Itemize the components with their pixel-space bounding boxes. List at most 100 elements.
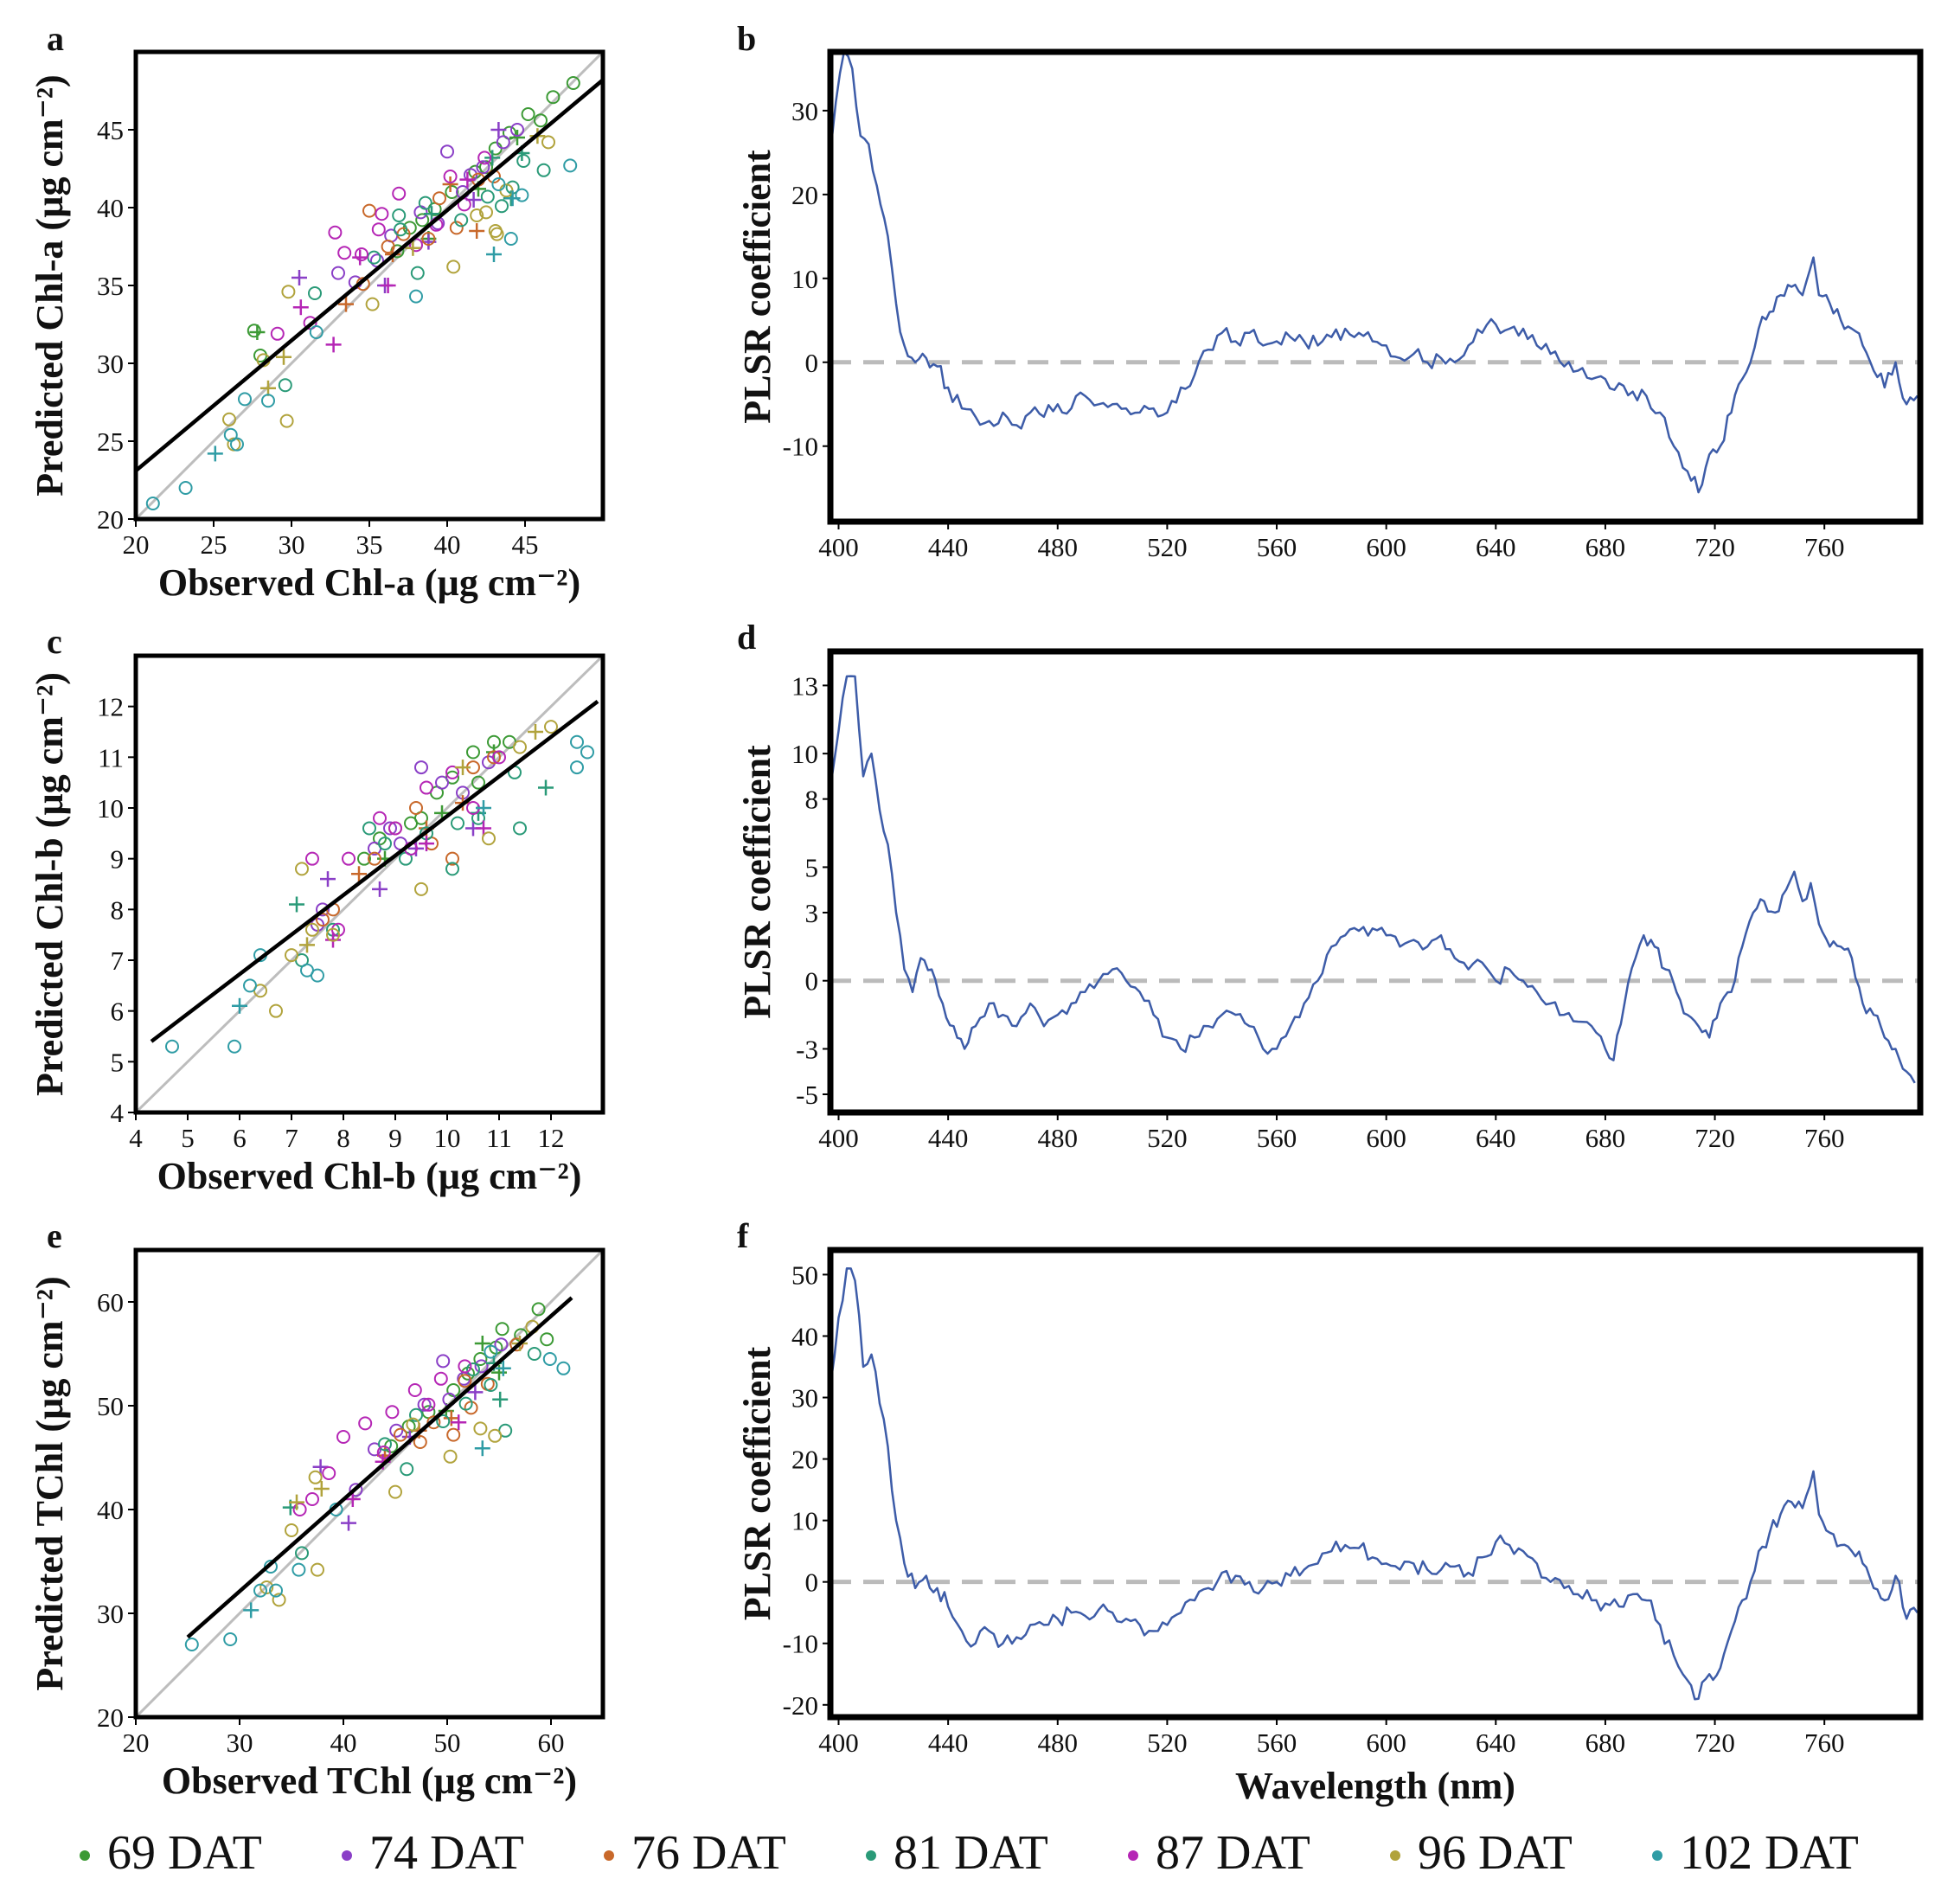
one-to-one-line (136, 656, 603, 1112)
data-point (392, 186, 407, 201)
data-point-plus (372, 881, 388, 897)
y-axis-title: Predicted TChl (µg cm⁻²) (29, 1276, 71, 1690)
data-point (409, 238, 423, 253)
data-point-plus (289, 896, 304, 913)
data-point-plus (276, 349, 291, 365)
legend-dot-icon (1652, 1850, 1662, 1861)
data-point (295, 1546, 309, 1561)
data-point-plus (320, 871, 336, 888)
x-tick-label: 600 (1366, 532, 1406, 562)
data-point (470, 208, 484, 222)
data-point (466, 745, 480, 760)
data-point (513, 740, 527, 754)
y-tick-label: 40 (97, 193, 124, 223)
y-tick-label: 40 (791, 1321, 818, 1351)
data-point (495, 1322, 509, 1337)
x-tick-label: 400 (818, 1728, 859, 1758)
x-tick-label: 720 (1694, 1728, 1735, 1758)
data-point (521, 107, 535, 121)
legend-entry-74-dat: 74 DAT (342, 1826, 524, 1880)
y-tick-label: 13 (791, 670, 818, 701)
data-point (281, 285, 296, 299)
y-tick-label: 25 (97, 426, 124, 457)
data-point-plus (476, 820, 491, 837)
legend-label: 81 DAT (894, 1826, 1048, 1880)
data-point (515, 188, 529, 202)
x-tick-label: 680 (1585, 1123, 1626, 1153)
y-tick-label: 50 (97, 1391, 124, 1421)
data-point (457, 197, 471, 212)
legend-label: 69 DAT (107, 1826, 262, 1880)
data-point (336, 1430, 350, 1444)
data-point (409, 801, 423, 815)
legend-entry-81-dat: 81 DAT (866, 1826, 1048, 1880)
data-point (471, 775, 485, 790)
data-point (536, 163, 551, 177)
data-point (322, 1466, 336, 1480)
data-point (368, 851, 381, 866)
data-point (458, 1396, 473, 1411)
y-axis-title: Predicted Chl-a (µg cm⁻²) (29, 74, 71, 496)
legend-label: 76 DAT (631, 1826, 786, 1880)
y-tick-label: 7 (111, 946, 125, 976)
x-tick-label: 720 (1694, 1123, 1735, 1153)
data-point (349, 1483, 363, 1497)
data-point (435, 775, 449, 790)
y-tick-label: 9 (111, 844, 125, 875)
data-point-plus (419, 836, 434, 852)
y-tick-label: -3 (796, 1034, 818, 1064)
plot-frame (133, 49, 605, 522)
data-point (331, 266, 345, 280)
data-point-plus (341, 1515, 356, 1531)
x-axis-title: Observed Chl-a (µg cm⁻²) (158, 561, 580, 604)
legend: 69 DAT 74 DAT 76 DAT 81 DAT 87 DAT 96 DAT 102 … (80, 1826, 1859, 1880)
y-tick-label: 11 (98, 742, 124, 772)
data-point (484, 1344, 498, 1359)
data-point (436, 1414, 451, 1428)
series-102-dat (145, 158, 578, 510)
data-point (570, 760, 584, 775)
legend-label: 102 DAT (1680, 1826, 1859, 1880)
data-point (389, 1423, 404, 1438)
series-74-dat (311, 755, 496, 932)
x-axis-title: Observed TChl (µg cm⁻²) (162, 1760, 577, 1802)
x-tick-label: 7 (285, 1123, 298, 1153)
data-point (355, 247, 368, 261)
data-point (295, 862, 309, 876)
x-tick-label: 640 (1476, 1728, 1516, 1758)
y-tick-label: 0 (805, 1567, 819, 1598)
data-point-plus (509, 130, 525, 145)
y-tick-label: -20 (783, 1690, 818, 1721)
panel-letter-a: a (47, 19, 64, 58)
x-tick-label: 35 (356, 529, 383, 560)
data-point (269, 1583, 283, 1598)
y-tick-label: 10 (791, 739, 818, 769)
data-point (474, 1359, 489, 1374)
data-point (414, 881, 428, 896)
data-point-plus (459, 171, 476, 188)
data-point (421, 232, 436, 246)
data-point (495, 199, 509, 214)
data-point-plus (492, 1391, 509, 1407)
data-point (373, 811, 387, 825)
data-point (580, 745, 594, 760)
regression-line (186, 1296, 573, 1639)
data-point (516, 154, 531, 168)
x-tick-label: 480 (1038, 1123, 1079, 1153)
data-point (308, 286, 322, 300)
data-point-plus (351, 866, 367, 882)
x-tick-label: 10 (434, 1123, 461, 1153)
legend-entry-96-dat: 96 DAT (1390, 1826, 1573, 1880)
x-tick-label: 11 (486, 1123, 512, 1153)
y-axis-title: PLSR coefficient (736, 745, 778, 1019)
data-point (272, 1593, 286, 1607)
x-tick-label: 480 (1038, 532, 1079, 562)
series-76-dat (316, 750, 501, 927)
data-point-plus (380, 278, 396, 293)
x-tick-label: 4 (129, 1123, 143, 1153)
data-point-plus (451, 1414, 467, 1431)
plot-frame (827, 1247, 1924, 1721)
y-axis-title: Predicted Chl-b (µg cm⁻²) (29, 672, 71, 1096)
data-point-plus (312, 1458, 329, 1475)
